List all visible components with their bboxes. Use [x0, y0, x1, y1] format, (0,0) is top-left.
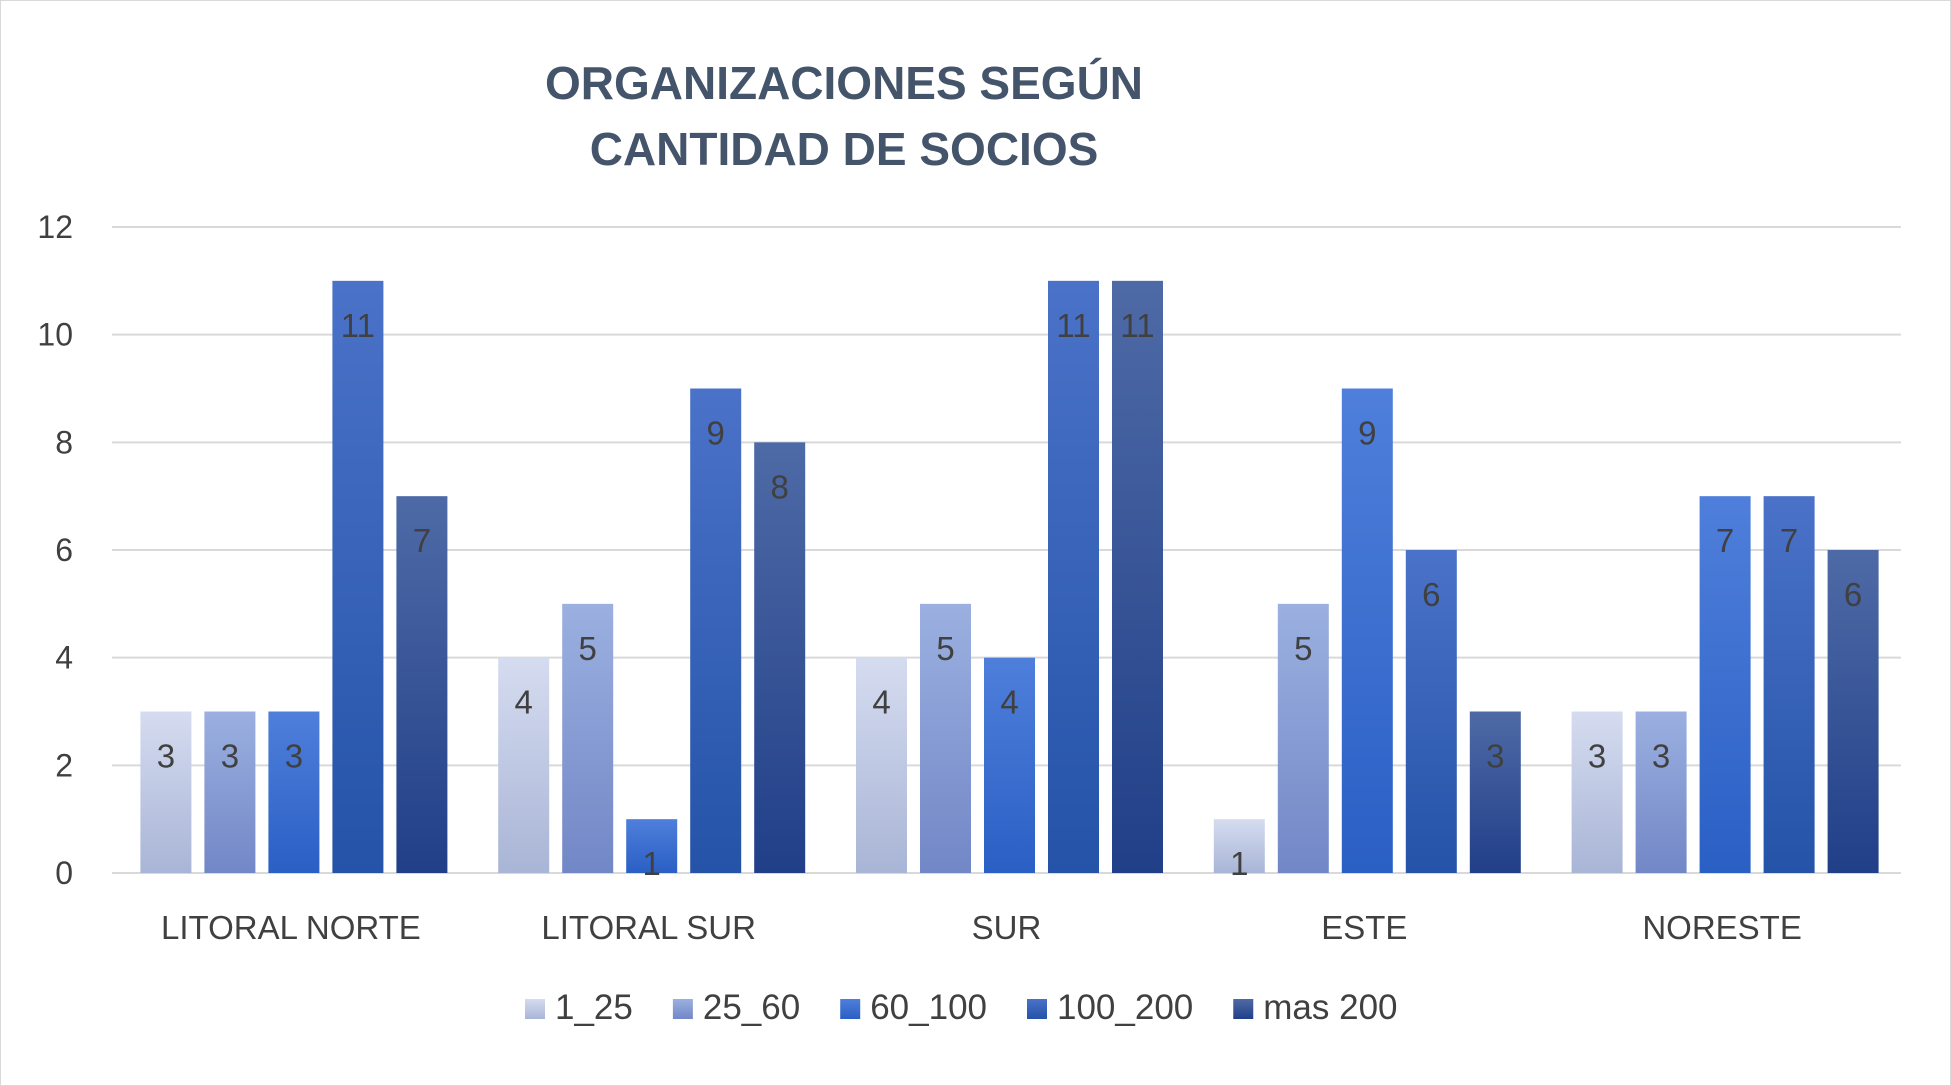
bar-litoral-sur-1-25: [498, 657, 550, 873]
legend-swatch: [1233, 999, 1254, 1019]
data-label: 5: [936, 630, 954, 667]
y-tick-label: 8: [55, 424, 73, 460]
bar-este-60-100: [1341, 388, 1393, 873]
legend-swatch: [840, 999, 861, 1019]
data-label: 11: [1056, 307, 1090, 344]
bar-noreste-60-100: [1699, 496, 1751, 873]
data-label: 3: [1652, 738, 1670, 775]
data-label: 4: [1000, 684, 1018, 721]
category-label-litoral-sur: LITORAL SUR: [541, 909, 756, 946]
chart-title-line-1: ORGANIZACIONES SEGÚN: [545, 57, 1143, 109]
category-label-litoral-norte: LITORAL NORTE: [161, 909, 421, 946]
y-tick-label: 4: [55, 640, 73, 676]
bar-litoral-sur-100-200: [690, 388, 742, 873]
data-label: 4: [872, 684, 890, 721]
legend-item-1-25: 1_25: [525, 988, 633, 1027]
y-tick-label: 0: [55, 855, 73, 891]
data-label: 3: [1588, 738, 1606, 775]
legend-label: 1_25: [555, 988, 633, 1027]
category-label-sur: SUR: [972, 909, 1042, 946]
bar-este-mas-200: [1469, 711, 1521, 873]
data-label: 3: [285, 738, 303, 775]
y-tick-label: 2: [55, 747, 73, 783]
data-label: 9: [1358, 415, 1376, 452]
bar-este-25-60: [1277, 603, 1329, 873]
data-label: 3: [221, 738, 239, 775]
legend-swatch: [525, 999, 545, 1019]
data-label: 1: [643, 845, 661, 882]
data-label: 11: [1120, 307, 1154, 344]
data-label: 7: [413, 522, 431, 559]
bar-noreste-1-25: [1571, 711, 1623, 873]
legend: 1_25 25_60 60_100 100_200 mas 200: [525, 988, 1398, 1027]
data-label: 9: [707, 415, 725, 452]
bar-sur-mas-200: [1112, 280, 1163, 873]
data-label: 1: [1230, 845, 1248, 882]
data-label: 6: [1422, 576, 1440, 613]
bar-sur-100-200: [1048, 280, 1099, 873]
y-tick-label: 12: [37, 209, 73, 245]
legend-swatch: [672, 999, 693, 1019]
bars: [140, 280, 1879, 873]
y-tick-label: 6: [55, 532, 73, 568]
y-tick-label: 10: [37, 317, 73, 353]
category-label-este: ESTE: [1321, 909, 1407, 946]
bar-este-1-25: [1213, 819, 1265, 873]
bar-noreste-mas-200: [1827, 550, 1879, 873]
bar-litoral-norte-1-25: [140, 711, 192, 873]
bar-sur-60-100: [984, 657, 1035, 873]
data-label: 6: [1844, 576, 1862, 613]
bar-litoral-sur-mas-200: [754, 442, 806, 873]
legend-item-60-100: 60_100: [840, 988, 987, 1027]
legend-label: 60_100: [870, 988, 987, 1027]
legend-label: 100_200: [1057, 988, 1193, 1027]
legend-label: mas 200: [1263, 988, 1397, 1027]
bar-litoral-sur-60-100: [626, 819, 678, 873]
legend-item-mas-200: mas 200: [1233, 988, 1398, 1027]
chart-title: ORGANIZACIONES SEGÚN CANTIDAD DE SOCIOS: [545, 57, 1143, 175]
bar-litoral-norte-mas-200: [396, 496, 448, 873]
data-label: 11: [341, 307, 375, 344]
data-label: 8: [771, 468, 789, 505]
legend-label: 25_60: [703, 988, 800, 1027]
y-axis-ticks: 0 2 4 6 8 10 12: [37, 209, 73, 891]
data-label: 4: [515, 684, 533, 721]
bar-sur-1-25: [856, 657, 907, 873]
legend-item-100-200: 100_200: [1027, 988, 1193, 1027]
bar-noreste-100-200: [1763, 496, 1815, 873]
legend-swatch: [1027, 999, 1047, 1019]
bar-noreste-25-60: [1635, 711, 1687, 873]
data-label: 7: [1716, 522, 1734, 559]
bar-sur-25-60: [920, 603, 971, 873]
bar-este-100-200: [1405, 550, 1457, 873]
data-label: 7: [1780, 522, 1798, 559]
legend-item-25-60: 25_60: [672, 988, 800, 1027]
bar-litoral-norte-60-100: [268, 711, 320, 873]
data-label: 5: [579, 630, 597, 667]
x-axis-categories: LITORAL NORTE LITORAL SUR SUR ESTE NORESTE: [161, 909, 1802, 946]
category-label-noreste: NORESTE: [1642, 909, 1802, 946]
chart-title-line-2: CANTIDAD DE SOCIOS: [590, 123, 1099, 175]
bar-litoral-norte-25-60: [204, 711, 256, 873]
bar-litoral-norte-100-200: [332, 280, 384, 873]
data-label: 5: [1294, 630, 1312, 667]
bar-litoral-sur-25-60: [562, 603, 614, 873]
data-label: 3: [1486, 738, 1504, 775]
data-label: 3: [157, 738, 175, 775]
